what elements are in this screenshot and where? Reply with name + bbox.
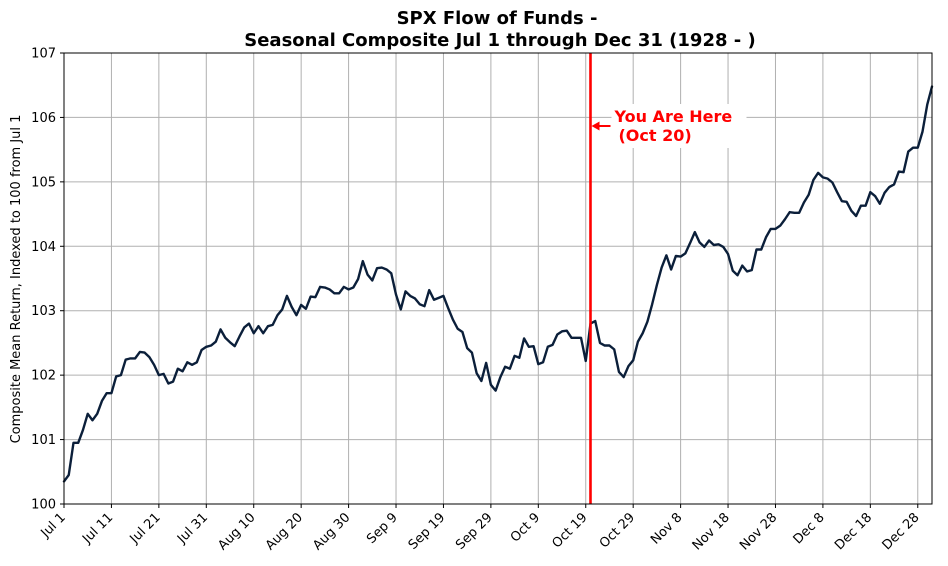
- y-tick-label: 101: [31, 433, 56, 448]
- x-tick-label: Jul 1: [38, 510, 69, 541]
- x-tick-label: Sep 19: [406, 510, 449, 553]
- y-tick-label: 104: [31, 240, 56, 255]
- series-line: [62, 85, 934, 483]
- annotation-label-line-2: (Oct 20): [618, 126, 691, 145]
- x-tick-label: Aug 10: [215, 510, 258, 553]
- x-tick-label: Dec 18: [832, 510, 875, 553]
- x-tick-label: Sep 9: [364, 510, 401, 547]
- y-tick-label: 106: [31, 111, 56, 126]
- x-tick-label: Jul 11: [79, 510, 116, 547]
- x-tick-label: Dec 8: [791, 510, 828, 547]
- annotation-arrow-head: [591, 121, 600, 131]
- annotation-background: [611, 104, 747, 148]
- series-layer: [62, 85, 934, 483]
- y-tick-label: 107: [31, 47, 56, 62]
- x-tick-label: Oct 19: [549, 510, 590, 551]
- plot-frame: [63, 52, 933, 505]
- x-tick-label: Oct 29: [597, 510, 638, 551]
- y-axis-ticks: 100 101 102 103 104 105 106 107: [31, 47, 64, 513]
- x-tick-label: Aug 20: [263, 510, 306, 553]
- y-tick-label: 105: [31, 175, 56, 190]
- y-tick-label: 103: [31, 304, 56, 319]
- x-tick-label: Jul 31: [174, 510, 211, 547]
- x-tick-label: Nov 18: [690, 510, 733, 553]
- x-tick-label: Nov 28: [737, 510, 780, 553]
- x-tick-label: Nov 8: [648, 510, 685, 547]
- y-tick-label: 100: [31, 498, 56, 513]
- x-tick-label: Dec 28: [880, 510, 923, 553]
- x-tick-label: Oct 9: [508, 510, 543, 545]
- x-tick-label: Sep 29: [453, 510, 496, 553]
- x-axis-ticks: Jul 1 Jul 11 Jul 21 Jul 31 Aug 10 Aug 20 Aug 3…: [38, 504, 923, 553]
- annotation-label-line-1: You Are Here: [613, 107, 732, 126]
- marker-layer: You Are Here(Oct 20): [589, 53, 747, 504]
- x-tick-label: Aug 30: [310, 510, 353, 553]
- x-tick-label: Jul 21: [127, 510, 164, 547]
- chart-title-line-1: SPX Flow of Funds -: [397, 8, 598, 29]
- grid-lines: [63, 52, 932, 505]
- y-axis-label: Composite Mean Return, Indexed to 100 fr…: [9, 115, 24, 444]
- y-tick-label: 102: [31, 369, 56, 384]
- chart-title-line-2: Seasonal Composite Jul 1 through Dec 31 …: [244, 30, 755, 51]
